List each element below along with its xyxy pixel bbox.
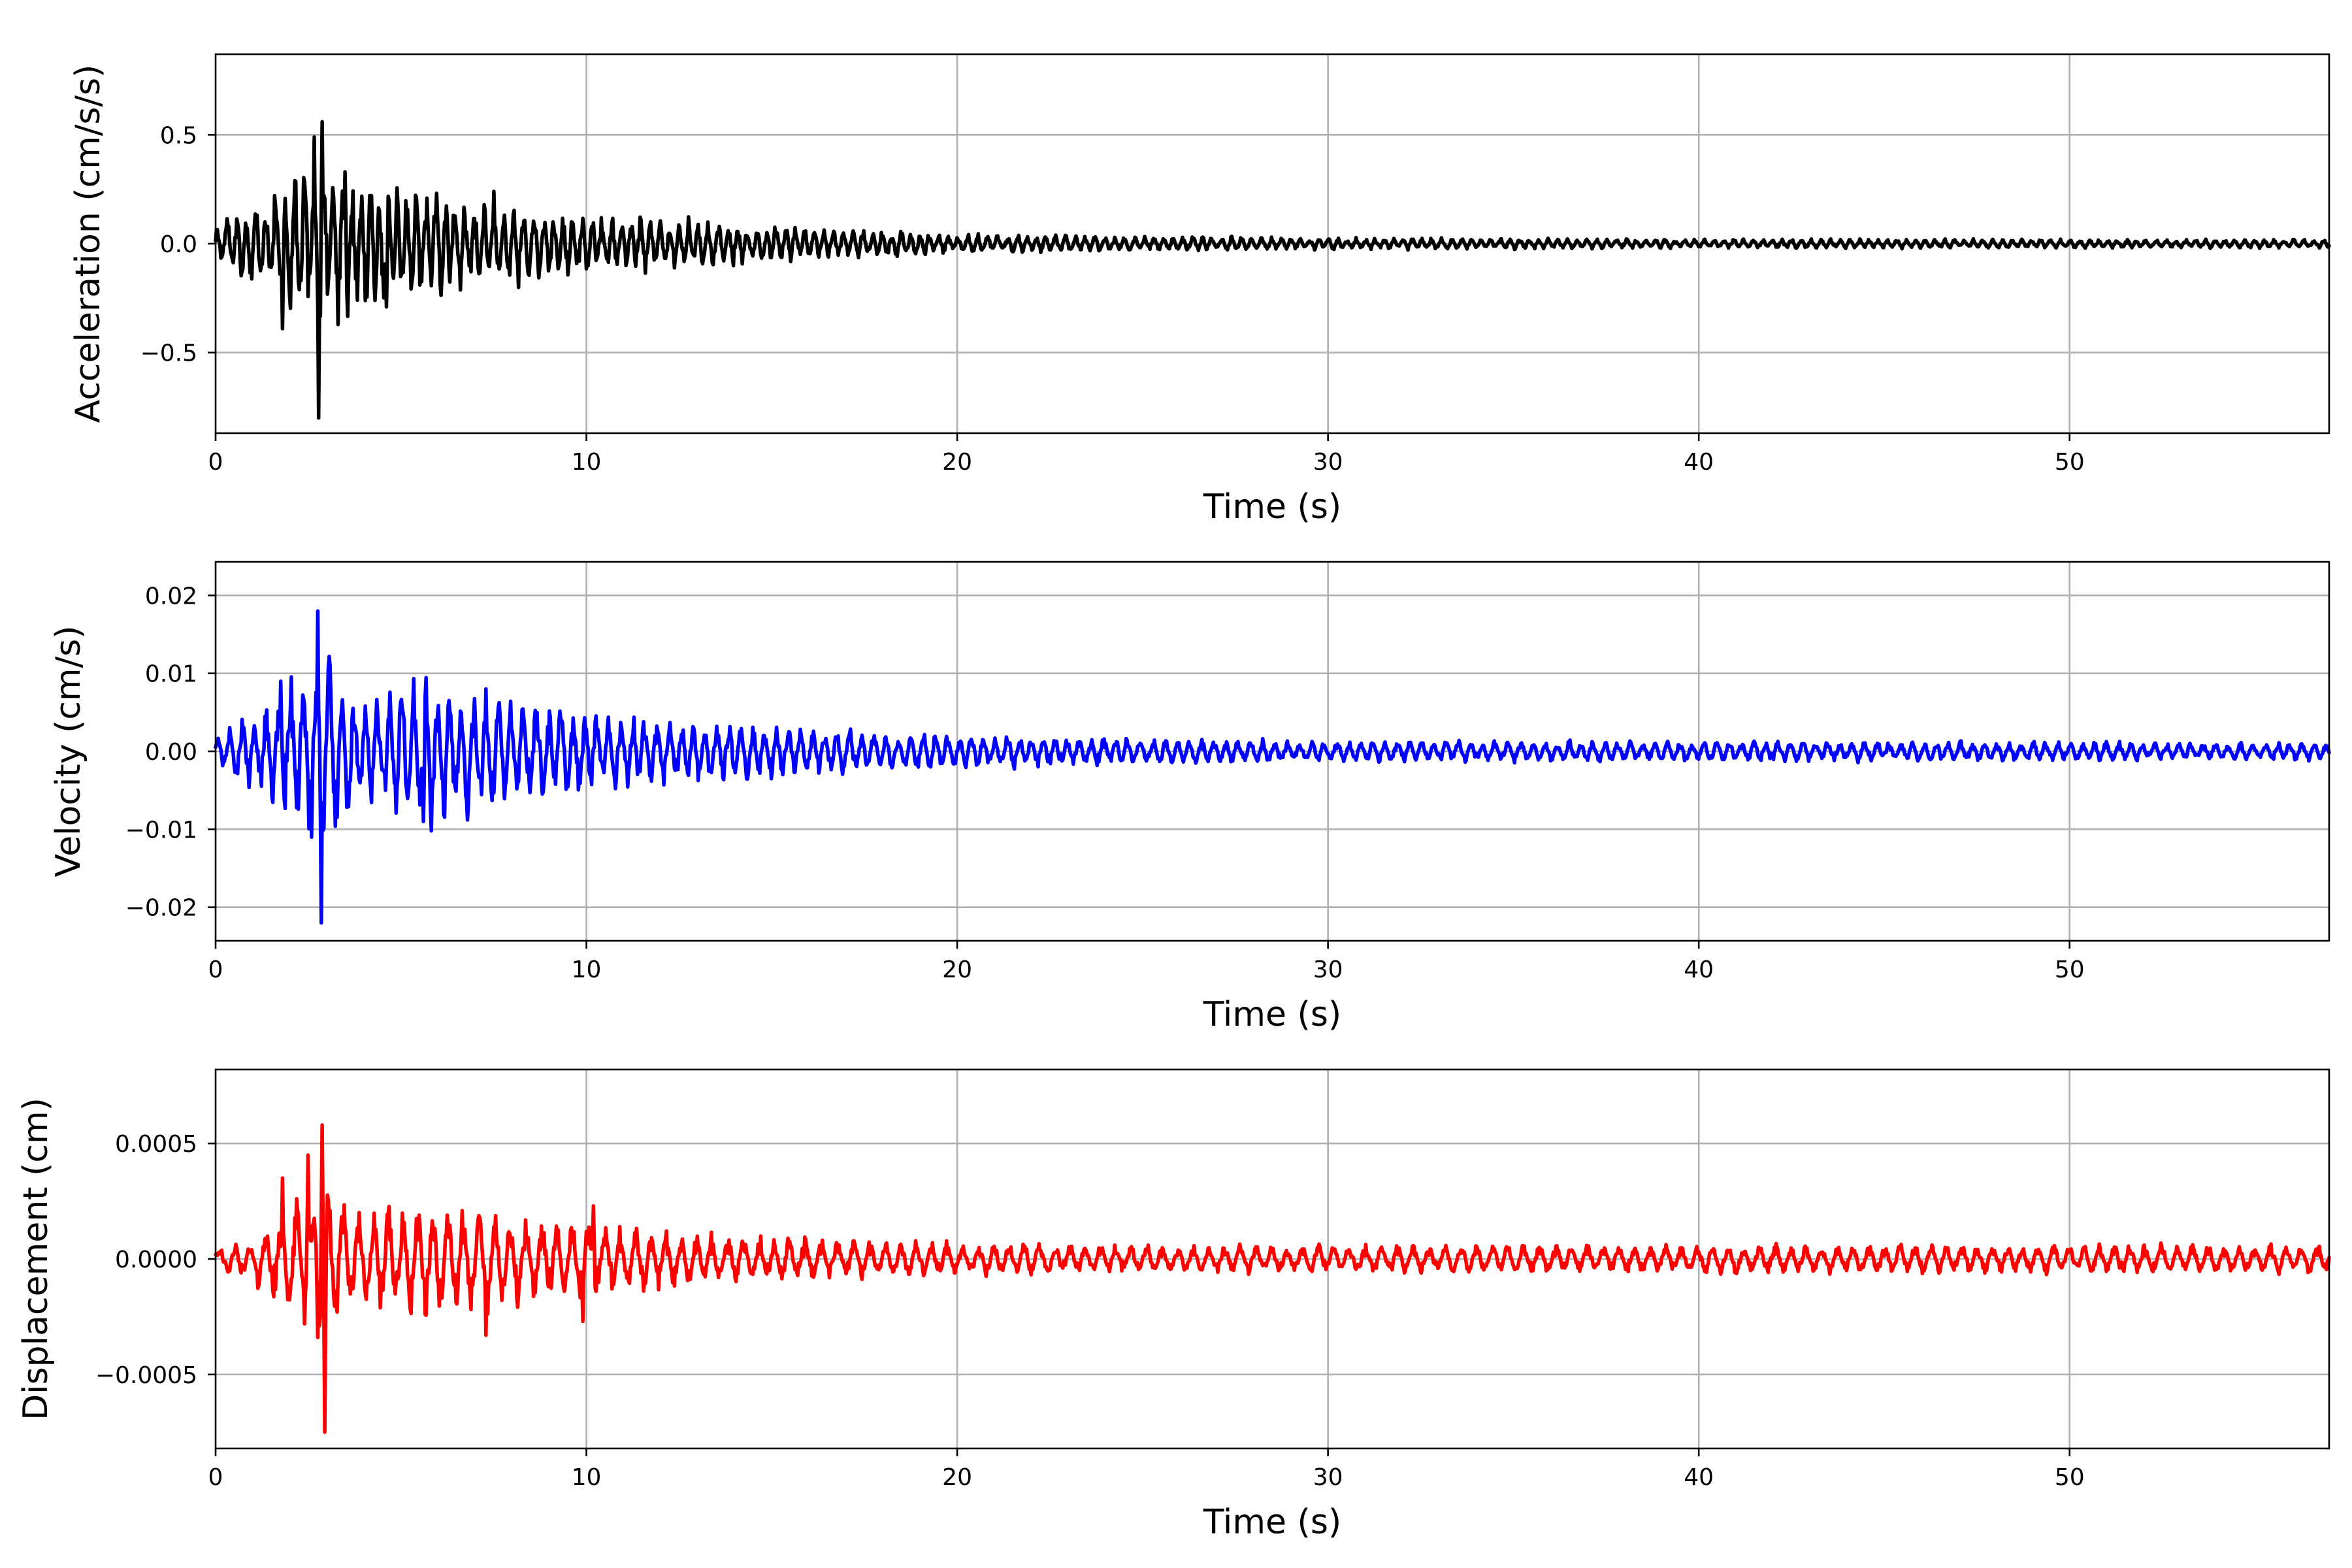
displacement-x-tick-label: 0 [208,1464,223,1491]
velocity-x-tick-label: 10 [572,956,602,983]
displacement-x-axis-label: Time (s) [1203,1503,1341,1542]
velocity-y-tick-label: 0.01 [145,661,197,688]
velocity-x-tick-label: 40 [1684,956,1714,983]
displacement-trace [214,1123,2331,1434]
velocity-y-tick-label: 0.00 [145,739,197,766]
displacement-x-tick-label: 20 [942,1464,972,1491]
velocity-x-tick-label: 0 [208,956,223,983]
velocity-panel: 0 10 20 30 40 50 0.02 0.01 0.00 −0.01 −0.02 Time (… [49,561,2331,1034]
acceleration-x-axis-label: Time (s) [1203,487,1341,527]
acceleration-x-tick-label: 40 [1684,449,1714,476]
displacement-x-tick-label: 10 [572,1464,602,1491]
velocity-ticks: 0 10 20 30 40 50 0.02 0.01 0.00 −0.01 −0.02 [125,583,2085,983]
velocity-y-tick-label: −0.01 [125,817,197,843]
acceleration-x-tick-label: 50 [2055,449,2085,476]
acceleration-y-axis-label: Acceleration (cm/s/s) [69,65,108,423]
displacement-ticks: 0 10 20 30 40 50 0.0005 0.0000 −0.0005 [95,1131,2085,1491]
acceleration-x-tick-label: 20 [942,449,972,476]
acceleration-ticks: 0 10 20 30 40 50 0.5 0.0 −0.5 [140,122,2085,476]
acceleration-x-tick-label: 30 [1313,449,1343,476]
displacement-x-tick-label: 30 [1313,1464,1343,1491]
velocity-y-tick-label: 0.02 [145,583,197,610]
acceleration-y-tick-label: 0.0 [160,231,197,258]
displacement-y-tick-label: 0.0000 [115,1247,197,1273]
acceleration-y-tick-label: −0.5 [140,340,197,367]
velocity-y-axis-label: Velocity (cm/s) [49,626,88,877]
displacement-y-tick-label: −0.0005 [95,1362,197,1389]
velocity-y-tick-label: −0.02 [125,895,197,922]
velocity-trace [214,609,2331,925]
velocity-x-tick-label: 30 [1313,956,1343,983]
acceleration-panel: 0 10 20 30 40 50 0.5 0.0 −0.5 Time (s) Accelerat… [69,53,2331,527]
velocity-x-tick-label: 20 [942,956,972,983]
velocity-x-axis-label: Time (s) [1203,995,1341,1034]
acceleration-x-tick-label: 10 [572,449,602,476]
velocity-x-tick-label: 50 [2055,956,2085,983]
acceleration-y-tick-label: 0.5 [160,122,197,149]
displacement-x-tick-label: 40 [1684,1464,1714,1491]
displacement-x-tick-label: 50 [2055,1464,2085,1491]
displacement-y-tick-label: 0.0005 [115,1131,197,1158]
acceleration-trace [214,120,2331,420]
acceleration-x-tick-label: 0 [208,449,223,476]
displacement-y-axis-label: Displacement (cm) [16,1098,56,1420]
